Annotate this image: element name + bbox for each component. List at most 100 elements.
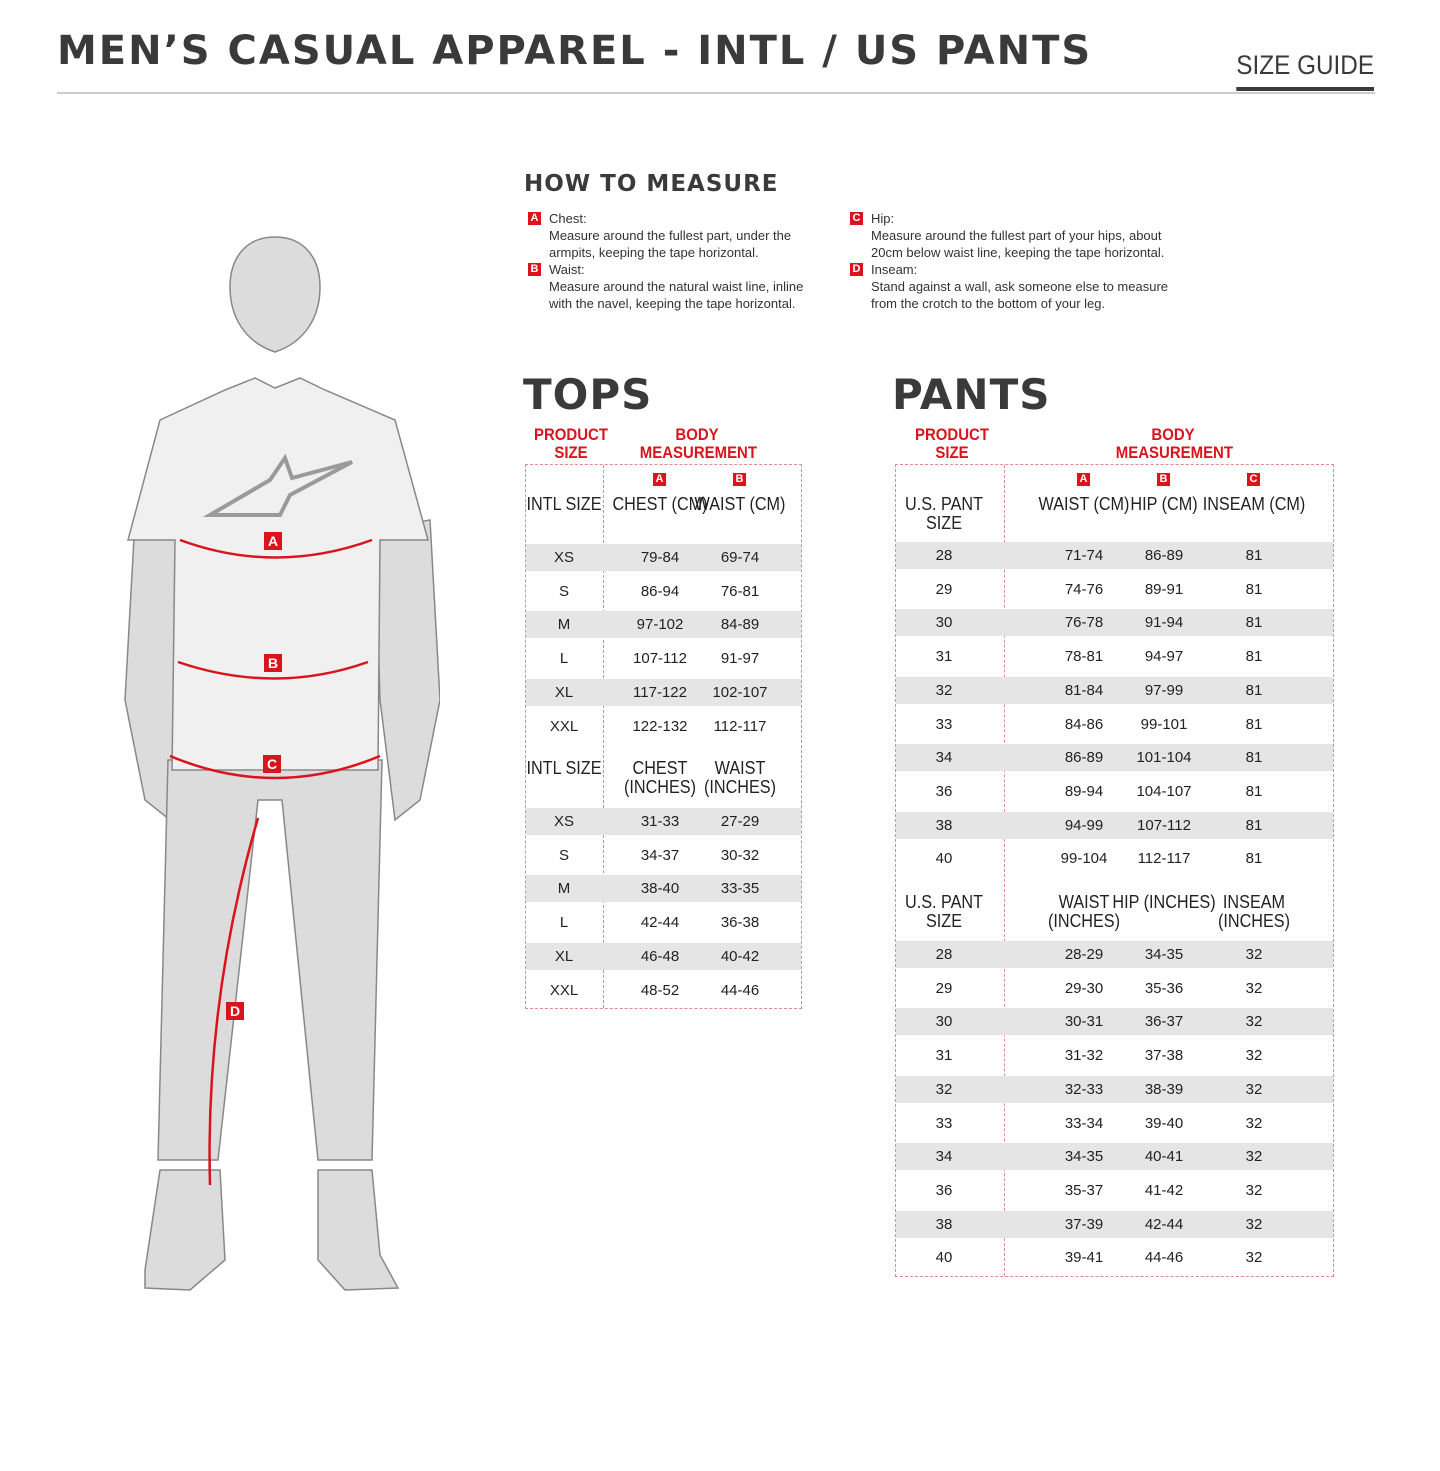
logo-star [202, 453, 353, 517]
column-header: U.S. PANT SIZE [904, 892, 984, 931]
table-row: XXL 122-132 112-117 [526, 713, 801, 740]
table-cell: 27-29 [720, 813, 760, 830]
table-cell: 86-94 [640, 582, 680, 600]
badge-icon: C [1247, 473, 1260, 486]
table-cell: 40-42 [720, 947, 760, 965]
table-cell: 84-86 [1064, 715, 1104, 733]
measure-text: Measure around the fullest part of your … [871, 228, 1165, 260]
table-cell: 81 [1245, 715, 1263, 733]
table-cell: 32-33 [1064, 1080, 1104, 1098]
table-cell: L [559, 650, 569, 668]
badge-icon: C [850, 212, 863, 225]
table-cell: 112-117 [713, 717, 767, 735]
table-row: 38 37-39 42-44 32 [896, 1210, 1333, 1238]
table-cell: 107-112 [1137, 816, 1191, 834]
table-cell: 94-99 [1064, 816, 1104, 834]
left-shoe [144, 1169, 226, 1291]
table-cell: 32 [1245, 1114, 1263, 1132]
badge-icon: B [733, 473, 746, 486]
table-cell: 32 [1245, 1215, 1263, 1233]
table-cell: 42-44 [1144, 1215, 1184, 1233]
table-cell: 41-42 [1144, 1181, 1184, 1199]
table-cell: 81 [1245, 782, 1263, 800]
table-cell: 35-37 [1064, 1181, 1104, 1199]
table-cell: 81 [1245, 816, 1263, 834]
table-cell: 31-33 [640, 813, 680, 830]
table-cell: 28-29 [1064, 946, 1104, 963]
table-cell: 97-102 [636, 616, 684, 634]
column-header: HIP (INCHES) [1112, 892, 1216, 912]
table-cell: 29 [935, 979, 953, 997]
table-cell: 32 [1245, 946, 1263, 963]
badge-icon: D [850, 263, 863, 276]
table-cell: 46-48 [640, 947, 680, 965]
badge-b [264, 654, 282, 672]
table-cell: 29-30 [1064, 979, 1104, 997]
column-header: INSEAM (CM) [1202, 494, 1306, 514]
table-cell: 28 [935, 547, 953, 564]
column-header: WAIST (INCHES) [1048, 892, 1120, 931]
badge-icon: B [528, 263, 541, 276]
table-cell: L [559, 914, 569, 932]
tops-title: TOPS [523, 370, 653, 419]
table-cell: 33 [935, 1114, 953, 1132]
table-row: 28 71-74 86-89 81 [896, 542, 1333, 569]
table-row: 34 86-89 101-104 81 [896, 744, 1333, 772]
right-shoe [317, 1169, 400, 1291]
table-cell: 34 [935, 749, 953, 767]
table-cell: 107-112 [633, 650, 687, 668]
table-cell: 81 [1245, 681, 1263, 699]
table-cell: XL [554, 947, 574, 965]
measure-name: Inseam: [871, 262, 918, 277]
hip-arrow [169, 754, 381, 780]
table-cell: 32 [1245, 1181, 1263, 1199]
table-cell: 104-107 [1136, 782, 1192, 800]
table-cell: 34-35 [1144, 946, 1184, 963]
measure-waist: B Waist: Measure around the natural waist … [525, 261, 825, 312]
table-cell: 48-52 [640, 981, 680, 999]
table-row: M 38-40 33-35 [526, 875, 801, 903]
table-cell: 32 [1245, 1080, 1263, 1098]
table-cell: XS [553, 549, 574, 566]
table-cell: 30-31 [1064, 1013, 1104, 1031]
tops-body-measurement: BODY MEASUREMENT [639, 425, 757, 462]
table-cell: 28 [935, 946, 953, 963]
badge-c [263, 755, 281, 773]
table-cell: 81 [1245, 614, 1263, 632]
pants [157, 759, 383, 1161]
table-cell: 74-76 [1064, 580, 1104, 598]
waist-arrow [177, 660, 369, 680]
table-cell: 35-36 [1144, 979, 1184, 997]
table-cell: 91-97 [720, 650, 760, 668]
measure-inseam: D Inseam: Stand against a wall, ask someon… [847, 261, 1177, 312]
table-row: S 86-94 76-81 [526, 578, 801, 605]
table-row: 31 78-81 94-97 81 [896, 643, 1333, 670]
column-divider [603, 465, 604, 1008]
table-cell: 89-94 [1064, 782, 1104, 800]
table-cell: 44-46 [1144, 1249, 1184, 1267]
table-cell: 29 [935, 580, 953, 598]
table-cell: 94-97 [1144, 648, 1184, 666]
tops-product-size: PRODUCT SIZE [534, 425, 608, 462]
table-cell: 33-34 [1064, 1114, 1104, 1132]
table-cell: 40-41 [1144, 1148, 1184, 1166]
column-header: WAIST (CM) [1038, 494, 1130, 514]
pants-body-measurement: BODY MEASUREMENT [1115, 425, 1233, 462]
table-cell: 112-117 [1137, 850, 1191, 868]
table-cell: 81 [1245, 547, 1263, 564]
table-cell: 44-46 [720, 981, 760, 999]
measure-name: Chest: [549, 211, 587, 226]
figure-label-b: B [268, 655, 278, 671]
table-cell: 79-84 [640, 549, 680, 566]
table-cell: 99-104 [1060, 850, 1108, 868]
how-to-measure-title: HOW TO MEASURE [524, 171, 779, 197]
table-row: 36 89-94 104-107 81 [896, 778, 1333, 805]
table-cell: 32 [1245, 979, 1263, 997]
table-cell: 81 [1245, 580, 1263, 598]
column-header: CHEST (INCHES) [624, 758, 696, 797]
badge-a [264, 532, 282, 550]
table-cell: 38-39 [1144, 1080, 1184, 1098]
table-row: M 97-102 84-89 [526, 611, 801, 639]
table-cell: 40 [935, 850, 953, 868]
table-cell: 34-35 [1064, 1148, 1104, 1166]
